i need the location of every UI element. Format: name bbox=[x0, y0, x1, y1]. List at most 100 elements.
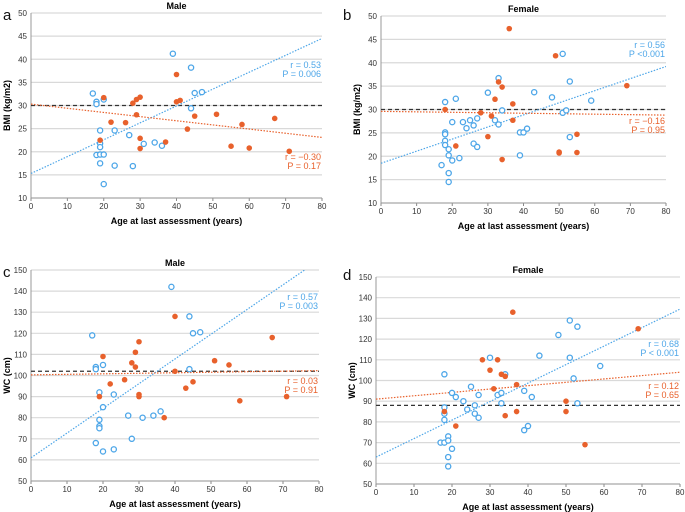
data-point-filled bbox=[513, 408, 520, 415]
data-point-filled bbox=[582, 441, 588, 448]
data-point-filled bbox=[487, 367, 493, 373]
data-point-open bbox=[140, 140, 148, 148]
stat-annotation: P = 0.91 bbox=[284, 385, 318, 395]
stat-annotation: r = −0.16 bbox=[629, 116, 665, 126]
data-point-filled bbox=[129, 360, 135, 366]
y-tick-label: 50 bbox=[363, 480, 372, 489]
x-tick-label: 20 bbox=[448, 488, 457, 497]
x-tick-label: 70 bbox=[279, 485, 288, 494]
y-tick-label: 25 bbox=[18, 125, 27, 134]
panel-title: Male bbox=[166, 1, 186, 11]
data-point-open bbox=[555, 331, 562, 339]
y-tick-label: 10 bbox=[18, 194, 27, 203]
x-tick-label: 80 bbox=[676, 488, 685, 497]
data-point-open bbox=[486, 354, 494, 361]
y-tick-label: 110 bbox=[14, 350, 27, 359]
data-point-open bbox=[467, 383, 475, 390]
data-point-open bbox=[491, 117, 499, 124]
data-point-open bbox=[169, 50, 177, 57]
data-point-open bbox=[530, 88, 538, 96]
y-tick-label: 50 bbox=[368, 12, 377, 21]
y-tick-label: 110 bbox=[359, 356, 372, 365]
y-tick-label: 15 bbox=[18, 171, 27, 180]
data-point-open bbox=[452, 95, 460, 102]
data-point-filled bbox=[137, 94, 143, 100]
data-point-filled bbox=[239, 121, 245, 128]
data-point-open bbox=[157, 408, 164, 415]
stat-annotation: P = 0.006 bbox=[282, 69, 321, 79]
x-tick-label: 30 bbox=[483, 207, 492, 216]
data-point-open bbox=[570, 375, 577, 382]
data-point-filled bbox=[121, 376, 128, 383]
data-point-open bbox=[187, 105, 195, 112]
x-tick-label: 40 bbox=[524, 488, 533, 497]
data-point-open bbox=[444, 453, 452, 461]
data-point-open bbox=[89, 90, 97, 97]
data-point-filled bbox=[286, 148, 293, 155]
data-point-open bbox=[99, 403, 107, 411]
data-point-filled bbox=[213, 111, 220, 118]
data-point-open bbox=[452, 393, 460, 401]
data-point-open bbox=[574, 400, 581, 407]
data-point-filled bbox=[191, 113, 198, 119]
data-point-open bbox=[520, 426, 528, 434]
y-tick-label: 150 bbox=[359, 273, 373, 282]
data-point-filled bbox=[96, 393, 103, 400]
data-point-open bbox=[495, 121, 502, 128]
data-point-open bbox=[536, 352, 543, 359]
data-point-filled bbox=[100, 94, 107, 101]
data-point-open bbox=[186, 313, 193, 320]
x-tick-label: 50 bbox=[208, 202, 217, 211]
stat-annotation: r = 0.53 bbox=[290, 60, 321, 70]
data-point-filled bbox=[136, 393, 142, 400]
x-tick-label: 80 bbox=[318, 202, 327, 211]
y-tick-label: 60 bbox=[363, 459, 372, 468]
x-tick-label: 40 bbox=[172, 202, 181, 211]
y-tick-label: 35 bbox=[368, 82, 377, 91]
data-point-filled bbox=[228, 143, 234, 149]
y-tick-label: 10 bbox=[368, 199, 377, 208]
x-tick-label: 40 bbox=[519, 207, 528, 216]
data-point-filled bbox=[499, 156, 505, 163]
data-point-open bbox=[96, 143, 104, 151]
data-point-open bbox=[463, 124, 470, 132]
data-point-open bbox=[445, 152, 452, 159]
data-point-filled bbox=[108, 119, 114, 125]
data-point-filled bbox=[442, 106, 448, 113]
data-point-open bbox=[459, 118, 467, 126]
x-tick-label: 60 bbox=[245, 202, 254, 211]
data-point-filled bbox=[283, 393, 290, 400]
x-tick-label: 70 bbox=[626, 207, 635, 216]
data-point-open bbox=[187, 64, 195, 71]
data-point-filled bbox=[488, 113, 495, 119]
panel-title: Female bbox=[512, 265, 543, 275]
x-tick-label: 0 bbox=[374, 488, 379, 497]
data-point-filled bbox=[211, 357, 218, 364]
data-point-open bbox=[596, 362, 604, 370]
x-axis-label: Age at last assessment (years) bbox=[109, 499, 241, 509]
data-point-open bbox=[566, 317, 574, 324]
data-point-open bbox=[498, 107, 506, 114]
x-axis-label: Age at last assessment (years) bbox=[458, 221, 590, 231]
x-tick-label: 80 bbox=[662, 207, 671, 216]
data-point-filled bbox=[441, 408, 448, 415]
x-tick-label: 20 bbox=[448, 207, 457, 216]
data-point-filled bbox=[510, 117, 516, 124]
data-point-open bbox=[498, 400, 505, 407]
data-point-open bbox=[466, 117, 474, 124]
y-tick-label: 15 bbox=[368, 176, 377, 185]
data-point-filled bbox=[137, 135, 143, 142]
stat-annotation: P = 0.95 bbox=[631, 125, 665, 135]
data-point-open bbox=[189, 330, 197, 337]
data-point-open bbox=[574, 323, 581, 330]
data-point-filled bbox=[574, 149, 580, 156]
y-tick-label: 50 bbox=[18, 9, 27, 18]
data-point-filled bbox=[130, 100, 136, 106]
y-tick-label: 100 bbox=[359, 377, 373, 386]
data-point-filled bbox=[485, 133, 491, 140]
data-point-open bbox=[498, 389, 505, 397]
data-point-filled bbox=[552, 52, 559, 59]
data-point-open bbox=[484, 89, 492, 96]
data-point-open bbox=[92, 439, 100, 447]
data-point-open bbox=[110, 391, 118, 398]
